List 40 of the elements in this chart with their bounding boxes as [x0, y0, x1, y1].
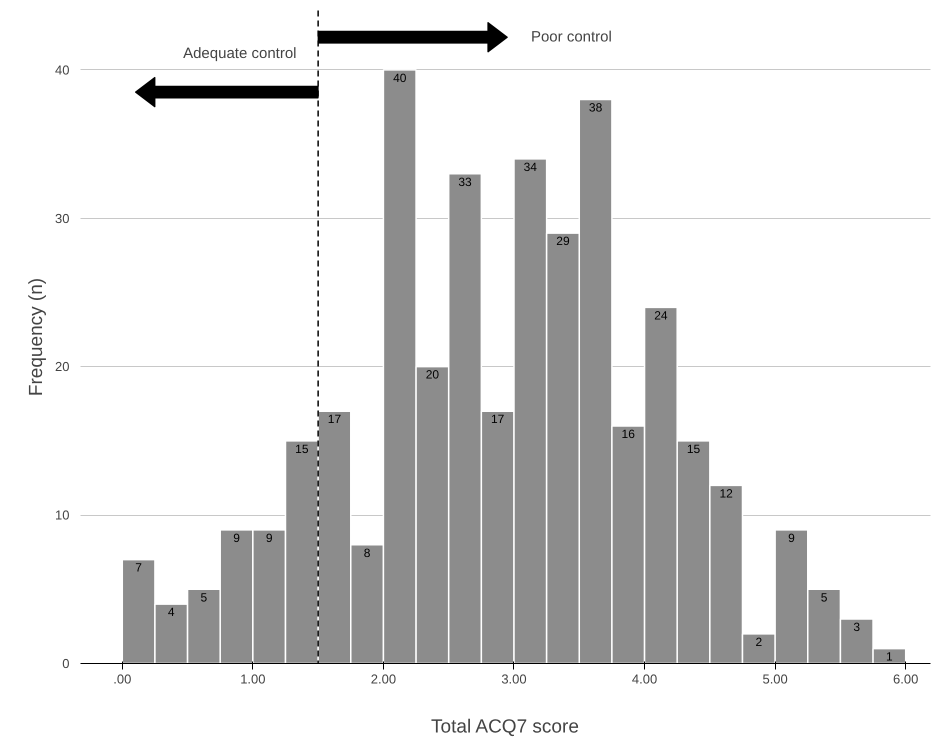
data-label: 40	[393, 70, 407, 85]
annotation: Poor control	[530, 28, 612, 46]
data-label: 2	[755, 634, 762, 649]
x-tick-label: 4.00	[632, 672, 658, 686]
y-tick-label: 30	[55, 210, 70, 226]
data-label: 5	[200, 590, 208, 604]
y-tick-label: 0	[62, 656, 70, 671]
data-label: 9	[233, 530, 240, 545]
data-label: 7	[135, 560, 142, 575]
x-axis-title: Total ACQ7 score	[431, 716, 579, 738]
data-label: 34	[524, 160, 538, 174]
data-label: 9	[266, 530, 273, 545]
data-label: 33	[458, 174, 472, 189]
data-label: 24	[654, 308, 668, 322]
x-tick-label: .00	[113, 672, 132, 686]
x-tick-label: 3.00	[501, 672, 527, 686]
y-axis-title: Frequency (n)	[26, 278, 48, 396]
data-label: 8	[364, 546, 371, 560]
y-tick-label: 40	[55, 62, 70, 78]
x-tick-label: 1.00	[240, 672, 266, 686]
x-tick-label: 6.00	[893, 672, 918, 686]
data-label: 9	[788, 530, 796, 545]
annotation: Adequate control	[183, 45, 297, 62]
data-label: 20	[426, 368, 440, 382]
x-tick-label: 5.00	[762, 672, 788, 686]
data-label: 38	[588, 100, 603, 115]
data-label: 15	[295, 442, 309, 456]
data-label: 3	[853, 620, 860, 634]
data-label: 29	[556, 234, 570, 248]
data-label: 5	[820, 590, 828, 604]
data-label: 4	[168, 605, 175, 620]
data-label: 1	[886, 650, 894, 664]
y-tick-label: 20	[55, 359, 70, 374]
data-label: 16	[622, 427, 636, 442]
y-tick-label: 10	[55, 508, 70, 523]
data-label: 17	[328, 412, 342, 426]
data-label: 17	[490, 412, 505, 426]
x-tick-label: 2.00	[370, 672, 396, 686]
data-label: 15	[686, 442, 701, 456]
data-label: 12	[719, 486, 734, 500]
